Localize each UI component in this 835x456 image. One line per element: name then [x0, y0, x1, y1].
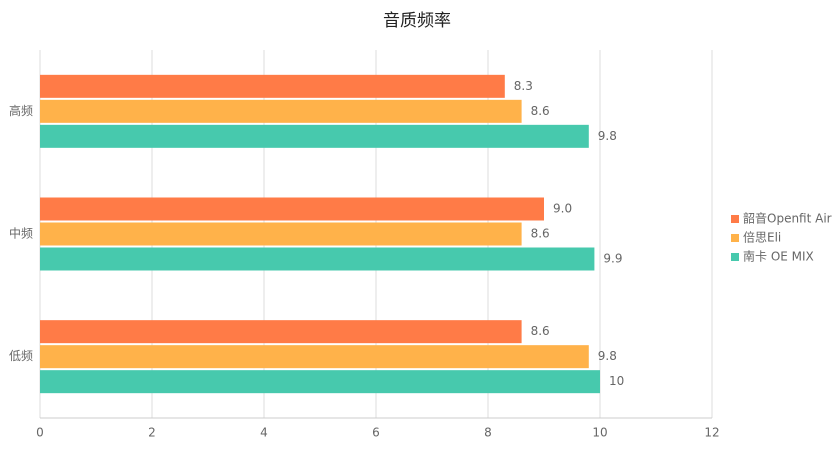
- legend-label: 南卡 OE MIX: [743, 249, 814, 264]
- bar: [40, 74, 505, 98]
- value-label: 9.8: [598, 349, 617, 363]
- value-label: 8.6: [531, 104, 550, 118]
- bar: [40, 247, 595, 271]
- value-label: 8.3: [514, 79, 533, 93]
- x-tick-label: 6: [372, 426, 380, 440]
- bar: [40, 345, 589, 369]
- value-label: 9.8: [598, 129, 617, 143]
- bar: [40, 222, 522, 246]
- bar: [40, 197, 544, 221]
- x-tick-label: 10: [592, 426, 607, 440]
- x-tick-label: 12: [704, 426, 719, 440]
- x-tick-label: 2: [148, 426, 156, 440]
- legend-label: 倍思Eli: [743, 230, 781, 245]
- y-tick-label: 高频: [9, 103, 33, 118]
- legend-label: 韶音Openfit Air: [743, 211, 832, 226]
- bar: [40, 320, 522, 344]
- legend-swatch: [731, 215, 739, 223]
- x-tick-label: 4: [260, 426, 268, 440]
- chart-title: 音质频率: [383, 11, 451, 31]
- x-tick-label: 0: [36, 426, 44, 440]
- legend-swatch: [731, 234, 739, 242]
- y-tick-label: 中频: [9, 226, 33, 241]
- value-label: 8.6: [531, 227, 550, 241]
- y-tick-label: 低频: [9, 349, 33, 363]
- value-label: 10: [609, 374, 624, 388]
- legend-swatch: [731, 253, 739, 261]
- value-label: 8.6: [531, 324, 550, 338]
- x-tick-label: 8: [484, 426, 492, 440]
- bar: [40, 124, 589, 148]
- bar: [40, 99, 522, 123]
- bar: [40, 370, 600, 394]
- value-label: 9.9: [603, 252, 622, 266]
- value-label: 9.0: [553, 202, 572, 216]
